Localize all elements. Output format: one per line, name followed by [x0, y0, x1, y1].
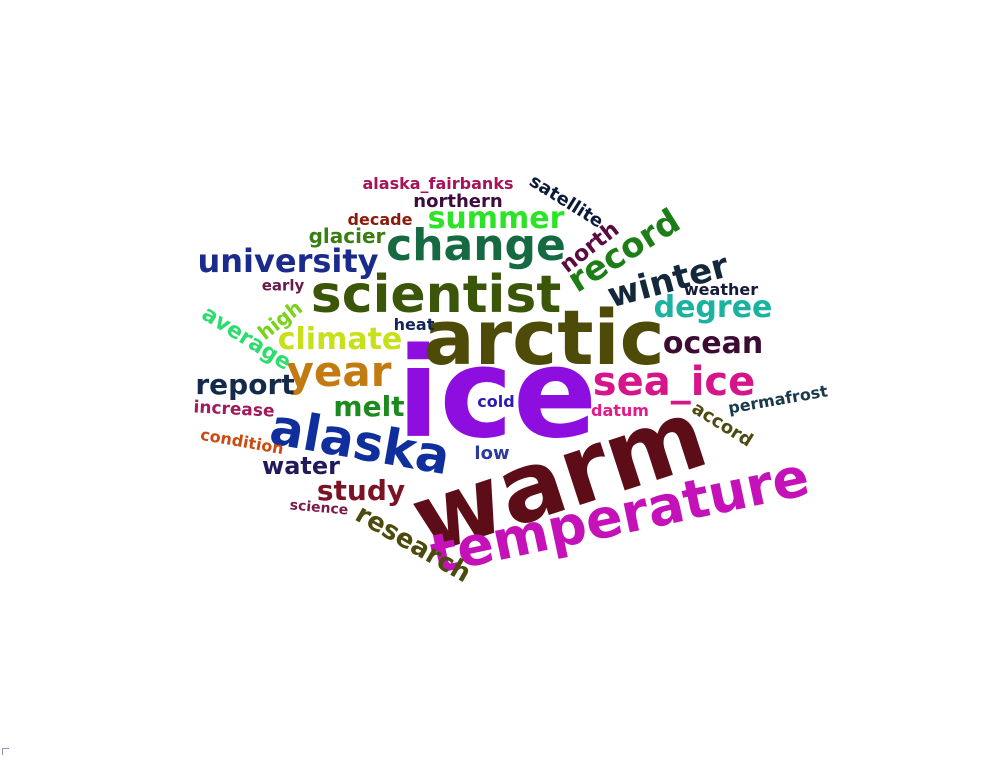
- word-northern: northern: [413, 191, 503, 212]
- word-water: water: [262, 452, 340, 480]
- word-degree: degree: [653, 290, 773, 325]
- word-melt: melt: [333, 390, 405, 423]
- word-arctic: arctic: [423, 293, 665, 382]
- word-summer: summer: [427, 201, 565, 236]
- word-glacier: glacier: [308, 224, 386, 248]
- corner-mark: [2, 748, 9, 755]
- word-scientist: scientist: [310, 265, 562, 325]
- word-early: early: [261, 276, 305, 295]
- word-ocean: ocean: [662, 326, 764, 361]
- word-climate: climate: [277, 322, 403, 357]
- word-cold: cold: [477, 392, 515, 411]
- word-sea-ice: sea_ice: [592, 359, 756, 405]
- word-low: low: [474, 443, 510, 464]
- word-study: study: [316, 474, 406, 507]
- word-increase: increase: [193, 397, 276, 422]
- word-alaska-fairbanks: alaska_fairbanks: [362, 174, 514, 193]
- word-report: report: [195, 368, 295, 401]
- word-decade: decade: [347, 210, 413, 229]
- word-year: year: [286, 347, 392, 396]
- word-science: science: [289, 497, 349, 519]
- word-university: university: [197, 242, 379, 280]
- word-weather: weather: [683, 280, 759, 299]
- word-datum: datum: [591, 401, 649, 420]
- word-change: change: [386, 220, 566, 271]
- word-heat: heat: [393, 315, 435, 334]
- word-ice: ice: [396, 322, 598, 466]
